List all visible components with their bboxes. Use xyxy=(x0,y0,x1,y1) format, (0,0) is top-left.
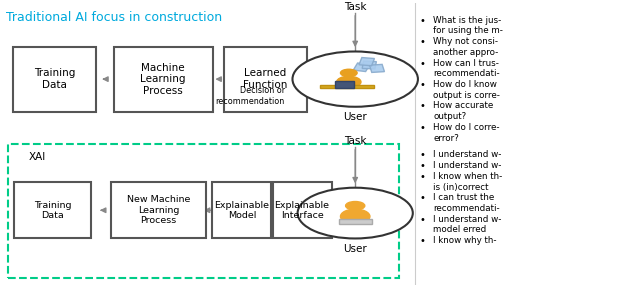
Text: I understand w-: I understand w- xyxy=(433,150,502,160)
Text: Explainable
Interface: Explainable Interface xyxy=(275,201,330,220)
Text: Training
Data: Training Data xyxy=(34,201,71,220)
Text: What is the jus-: What is the jus- xyxy=(433,16,502,25)
Circle shape xyxy=(298,188,413,239)
Text: output is corre-: output is corre- xyxy=(433,91,500,100)
Circle shape xyxy=(340,69,357,77)
Ellipse shape xyxy=(340,209,370,224)
Polygon shape xyxy=(362,61,376,69)
FancyBboxPatch shape xyxy=(212,182,271,239)
Text: another appro-: another appro- xyxy=(433,48,499,57)
Text: •: • xyxy=(419,172,425,182)
Text: I can trust the: I can trust the xyxy=(433,193,495,202)
Text: I understand w-: I understand w- xyxy=(433,215,502,224)
FancyBboxPatch shape xyxy=(14,182,91,239)
Text: •: • xyxy=(419,215,425,225)
Text: I understand w-: I understand w- xyxy=(433,161,502,170)
Text: error?: error? xyxy=(433,134,459,142)
Text: model erred: model erred xyxy=(433,225,486,235)
FancyBboxPatch shape xyxy=(273,182,332,239)
Circle shape xyxy=(346,201,365,210)
Text: Learned
Function: Learned Function xyxy=(243,68,288,90)
Text: Decision or
recommendation: Decision or recommendation xyxy=(216,86,285,105)
Text: XAI: XAI xyxy=(29,152,46,162)
Text: Traditional AI focus in construction: Traditional AI focus in construction xyxy=(6,11,223,25)
Text: I know when th-: I know when th- xyxy=(433,172,502,181)
Text: How can I trus-: How can I trus- xyxy=(433,58,499,68)
FancyBboxPatch shape xyxy=(114,47,212,111)
Polygon shape xyxy=(369,64,385,72)
Polygon shape xyxy=(353,63,370,72)
Circle shape xyxy=(292,52,418,107)
Text: •: • xyxy=(419,16,425,26)
Text: I know why th-: I know why th- xyxy=(433,236,497,245)
Polygon shape xyxy=(359,58,374,66)
Text: •: • xyxy=(419,101,425,111)
Text: •: • xyxy=(419,236,425,246)
Text: Why not consi-: Why not consi- xyxy=(433,37,499,46)
Text: User: User xyxy=(343,112,367,122)
Text: recommendati-: recommendati- xyxy=(433,69,500,78)
Text: How accurate: How accurate xyxy=(433,101,493,110)
Text: output?: output? xyxy=(433,112,467,121)
Ellipse shape xyxy=(337,76,361,87)
FancyBboxPatch shape xyxy=(335,82,354,88)
Text: •: • xyxy=(419,58,425,68)
Text: recommendati-: recommendati- xyxy=(433,204,500,213)
FancyBboxPatch shape xyxy=(224,47,307,111)
Text: •: • xyxy=(419,123,425,133)
Text: Explainable
Model: Explainable Model xyxy=(214,201,269,220)
Text: •: • xyxy=(419,150,425,160)
Text: •: • xyxy=(419,193,425,203)
Text: User: User xyxy=(343,244,367,254)
Text: How do I know: How do I know xyxy=(433,80,497,89)
Text: How do I corre-: How do I corre- xyxy=(433,123,500,132)
Text: •: • xyxy=(419,161,425,171)
Text: Machine
Learning
Process: Machine Learning Process xyxy=(140,62,186,96)
Text: Training
Data: Training Data xyxy=(34,68,75,90)
Text: Task: Task xyxy=(344,136,367,146)
Text: New Machine
Learning
Process: New Machine Learning Process xyxy=(127,195,191,225)
FancyBboxPatch shape xyxy=(339,219,372,224)
Text: •: • xyxy=(419,37,425,47)
FancyBboxPatch shape xyxy=(13,47,96,111)
FancyBboxPatch shape xyxy=(111,182,206,239)
FancyBboxPatch shape xyxy=(320,85,374,88)
Text: •: • xyxy=(419,80,425,90)
Text: Task: Task xyxy=(344,2,367,12)
Text: is (in)correct: is (in)correct xyxy=(433,183,489,192)
Text: for using the m-: for using the m- xyxy=(433,27,503,35)
